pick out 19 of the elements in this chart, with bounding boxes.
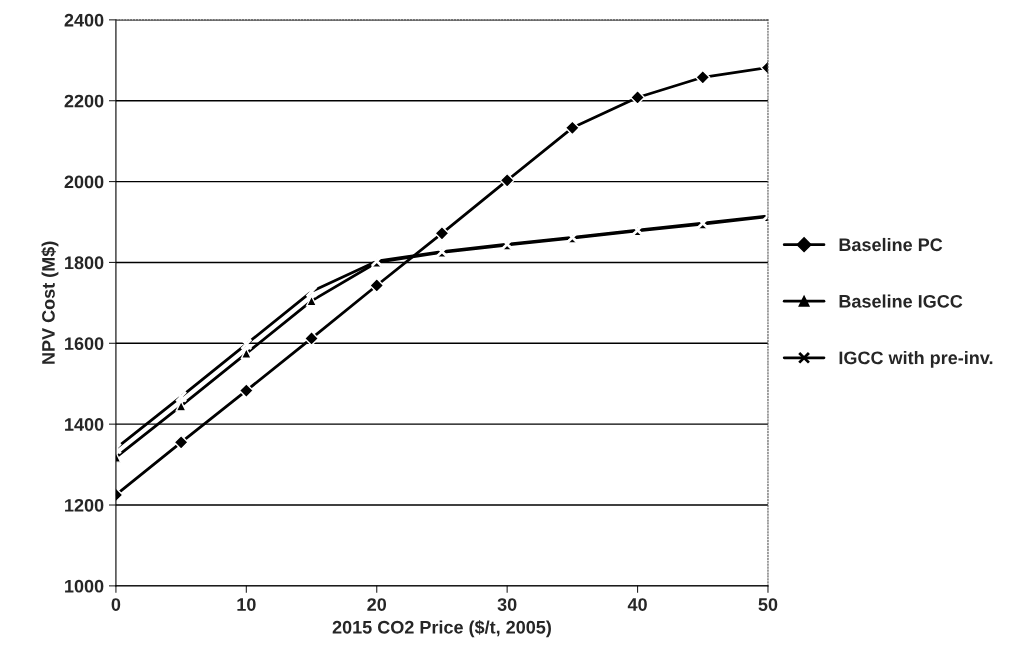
y-tick-label: 1400 <box>65 418 104 431</box>
legend-label: Baseline IGCC <box>839 294 963 308</box>
x-tick-label: 50 <box>758 598 778 611</box>
x-tick-label: 30 <box>497 598 517 611</box>
x-tick-label: 0 <box>111 598 121 611</box>
x-axis-title: 2015 CO2 Price ($/t, 2005) <box>332 620 551 638</box>
x-tick-label: 40 <box>627 598 647 611</box>
y-tick-label: 2200 <box>64 94 104 108</box>
y-tick-label: 1800 <box>65 256 104 270</box>
legend-label: IGCC with pre-inv. <box>839 351 993 368</box>
y-tick-label: 1600 <box>65 337 104 351</box>
y-tick-label: 2000 <box>64 175 104 189</box>
y-tick-label: 1200 <box>65 498 104 512</box>
x-tick-label: 10 <box>237 598 256 611</box>
y-tick-label: 2400 <box>64 13 104 27</box>
y-tick-label: 1000 <box>65 579 104 593</box>
y-axis-title: NPV Cost (M$) <box>41 241 59 364</box>
x-tick-label: 20 <box>367 598 387 611</box>
legend-label: Baseline PC <box>839 237 943 252</box>
